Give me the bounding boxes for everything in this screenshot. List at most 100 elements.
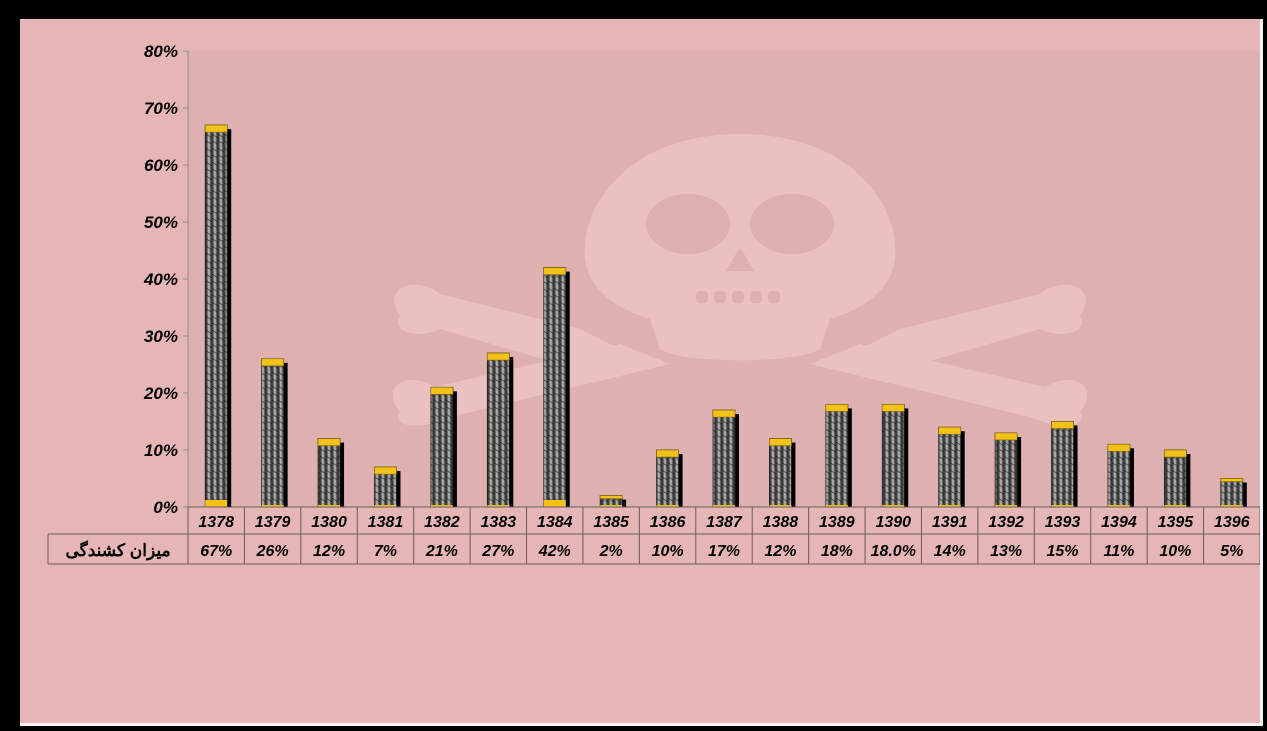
x-category-label: 1385 bbox=[593, 514, 630, 531]
bar-body bbox=[486, 352, 510, 508]
bar-top-cap bbox=[1164, 449, 1187, 458]
bar-body bbox=[430, 386, 454, 508]
data-value-label: 10% bbox=[1159, 543, 1191, 560]
bar-1394 bbox=[1107, 443, 1134, 508]
bar-body bbox=[938, 426, 962, 508]
data-value-label: 18% bbox=[821, 543, 853, 560]
skull-and-crossbones-icon bbox=[392, 134, 1088, 426]
bar-1388 bbox=[769, 438, 796, 508]
x-category-label: 1379 bbox=[255, 514, 291, 531]
data-value-label: 21% bbox=[425, 543, 458, 560]
bar-body bbox=[994, 432, 1018, 508]
bar-1396 bbox=[1220, 478, 1247, 508]
bar-bottom-cap bbox=[995, 505, 1018, 507]
bar-bottom-cap bbox=[374, 505, 397, 507]
bar-bottom-cap bbox=[882, 505, 905, 507]
bar-top-cap bbox=[374, 466, 397, 475]
bar-body bbox=[769, 438, 792, 508]
x-category-label: 1392 bbox=[988, 514, 1024, 531]
x-category-label: 1381 bbox=[368, 514, 404, 531]
x-category-label: 1382 bbox=[424, 514, 460, 531]
bar-bottom-cap bbox=[938, 505, 961, 507]
bar-body bbox=[261, 358, 285, 508]
y-tick-label: 70% bbox=[144, 99, 178, 118]
data-value-label: 67% bbox=[200, 543, 232, 560]
x-category-label: 1383 bbox=[481, 514, 517, 531]
data-value-label: 15% bbox=[1047, 543, 1079, 560]
bar-top-cap bbox=[656, 449, 679, 458]
x-category-label: 1390 bbox=[875, 514, 911, 531]
bar-bottom-cap bbox=[318, 505, 341, 507]
x-category-label: 1396 bbox=[1214, 514, 1250, 531]
bar-chart: 0% 10% 20% 30% 40% 50% 60% 70% 80% میزان کشندگی 1… bbox=[47, 42, 1260, 565]
chart-area: 0% 10% 20% 30% 40% 50% 60% 70% 80% میزان کشندگی 1… bbox=[20, 19, 1263, 726]
data-value-label: 12% bbox=[313, 543, 345, 560]
x-category-label: 1380 bbox=[311, 514, 347, 531]
x-category-label: 1389 bbox=[819, 514, 855, 531]
bar-bottom-cap bbox=[487, 505, 510, 507]
data-value-label: 26% bbox=[256, 543, 289, 560]
data-value-label: 17% bbox=[708, 543, 740, 560]
bar-bottom-cap bbox=[261, 505, 284, 507]
bar-bottom-cap bbox=[1220, 505, 1243, 507]
bar-bottom-cap bbox=[205, 500, 228, 507]
bar-bottom-cap bbox=[430, 505, 453, 507]
bar-1382 bbox=[430, 386, 457, 508]
x-category-label: 1393 bbox=[1045, 514, 1081, 531]
bar-1392 bbox=[994, 432, 1022, 508]
data-value-label: 18.0% bbox=[871, 543, 916, 560]
y-tick-label: 20% bbox=[143, 384, 178, 403]
bar-bottom-cap bbox=[543, 500, 566, 507]
bar-1379 bbox=[261, 358, 288, 508]
bar-top-cap bbox=[712, 409, 736, 418]
x-category-label: 1384 bbox=[537, 514, 573, 531]
x-category-label: 1387 bbox=[706, 514, 743, 531]
bar-bottom-cap bbox=[1051, 505, 1074, 507]
data-value-label: 11% bbox=[1104, 543, 1135, 560]
bar-bottom-cap bbox=[600, 505, 623, 507]
bar-top-cap bbox=[994, 432, 1018, 441]
bar-body bbox=[1051, 421, 1074, 508]
y-tick-label: 50% bbox=[144, 213, 178, 232]
y-tick-label: 40% bbox=[143, 270, 178, 289]
y-tick-label: 60% bbox=[144, 156, 178, 175]
x-category-label: 1395 bbox=[1158, 514, 1195, 531]
bar-bottom-cap bbox=[825, 505, 848, 507]
bar-1387 bbox=[712, 409, 739, 508]
bar-body bbox=[1107, 443, 1131, 508]
bar-top-cap bbox=[1051, 421, 1074, 429]
bar-body bbox=[1163, 449, 1187, 508]
bar-1380 bbox=[317, 438, 345, 508]
y-tick-label: 10% bbox=[144, 441, 178, 460]
bar-1378 bbox=[204, 124, 232, 508]
bar-1383 bbox=[486, 352, 514, 508]
bar-body bbox=[543, 267, 567, 508]
data-value-label: 7% bbox=[374, 543, 397, 560]
bar-1390 bbox=[881, 403, 909, 508]
bar-body bbox=[825, 403, 849, 508]
bar-1385 bbox=[599, 495, 627, 508]
bar-1389 bbox=[825, 403, 852, 508]
bar-top-cap bbox=[599, 495, 623, 499]
bar-top-cap bbox=[261, 358, 284, 367]
bar-top-cap bbox=[881, 404, 905, 412]
data-value-label: 12% bbox=[764, 543, 796, 560]
bar-body bbox=[317, 438, 341, 508]
data-value-label: 13% bbox=[990, 543, 1022, 560]
series-name-label: میزان کشندگی bbox=[65, 540, 170, 561]
bar-1395 bbox=[1163, 449, 1191, 508]
x-category-label: 1378 bbox=[198, 514, 234, 531]
bar-top-cap bbox=[430, 386, 454, 395]
y-tick-label: 80% bbox=[144, 42, 178, 61]
bar-bottom-cap bbox=[1164, 505, 1187, 507]
bar-1384 bbox=[543, 267, 570, 508]
bar-top-cap bbox=[938, 426, 961, 435]
bar-top-cap bbox=[1220, 478, 1244, 482]
bar-body bbox=[881, 403, 905, 508]
x-category-label: 1391 bbox=[932, 514, 968, 531]
bar-top-cap bbox=[317, 438, 341, 446]
bar-top-cap bbox=[204, 124, 228, 133]
data-value-label: 2% bbox=[599, 543, 623, 560]
bar-top-cap bbox=[1107, 443, 1131, 452]
bar-bottom-cap bbox=[1107, 505, 1130, 507]
